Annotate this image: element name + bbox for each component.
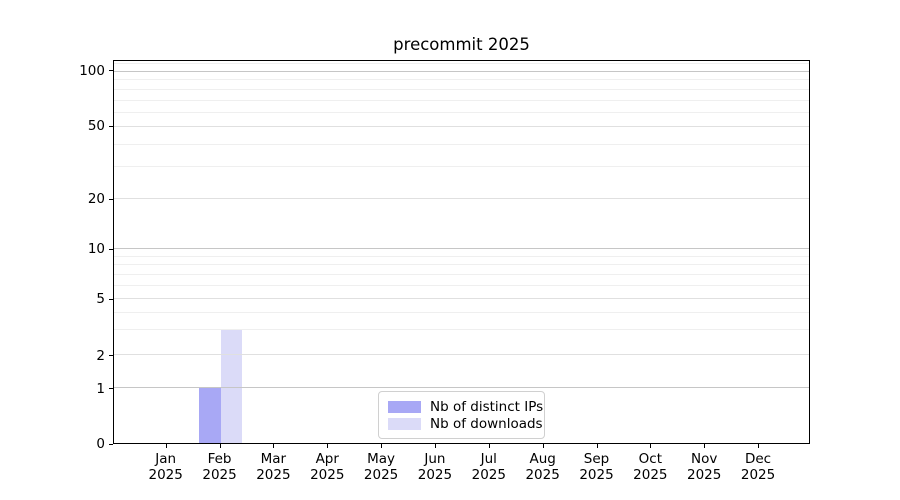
y-axis-tick-label: 100 bbox=[79, 62, 105, 79]
x-axis-tick-label: Dec 2025 bbox=[726, 451, 790, 483]
x-axis-tick bbox=[758, 444, 760, 448]
legend-swatch-nb-of-downloads bbox=[388, 417, 421, 430]
gridline-minor bbox=[114, 273, 809, 275]
x-axis-year: 2025 bbox=[525, 467, 560, 483]
x-axis-year: 2025 bbox=[633, 467, 668, 483]
x-axis-tick bbox=[650, 444, 652, 448]
x-axis-tick bbox=[327, 444, 329, 448]
x-axis-month: Dec bbox=[744, 451, 772, 467]
x-axis-tick-label: Sep 2025 bbox=[565, 451, 629, 483]
x-axis-tick bbox=[596, 444, 598, 448]
x-axis-tick bbox=[381, 444, 383, 448]
gridline-major bbox=[114, 248, 809, 250]
x-axis-year: 2025 bbox=[579, 467, 614, 483]
y-axis-tick bbox=[109, 388, 113, 389]
gridline-minor bbox=[114, 112, 809, 114]
x-axis-tick-label: Oct 2025 bbox=[618, 451, 682, 483]
x-axis-tick bbox=[219, 444, 221, 448]
gridline-major bbox=[114, 198, 809, 200]
gridline-minor bbox=[114, 284, 809, 286]
gridline-minor bbox=[114, 264, 809, 266]
x-axis-month: Feb bbox=[207, 451, 232, 467]
x-axis-month: Sep bbox=[583, 451, 610, 467]
legend: Nb of distinct IPs Nb of downloads bbox=[378, 391, 545, 439]
legend-row: Nb of distinct IPs bbox=[388, 398, 543, 415]
legend-row: Nb of downloads bbox=[388, 415, 543, 432]
y-axis-tick-label: 20 bbox=[87, 191, 105, 207]
x-axis-year: 2025 bbox=[256, 467, 291, 483]
x-axis-year: 2025 bbox=[687, 467, 722, 483]
x-axis-year: 2025 bbox=[310, 467, 345, 483]
x-axis-year: 2025 bbox=[202, 467, 237, 483]
gridline-minor bbox=[114, 166, 809, 168]
legend-label-nb-of-distinct-ips: Nb of distinct IPs bbox=[430, 398, 544, 415]
x-axis-month: Apr bbox=[315, 451, 339, 467]
x-axis-tick-label: Jul 2025 bbox=[457, 451, 521, 483]
gridline-minor bbox=[114, 88, 809, 90]
x-axis-tick bbox=[273, 444, 275, 448]
x-axis-tick-label: Aug 2025 bbox=[511, 451, 575, 483]
x-axis-month: Jun bbox=[424, 451, 446, 467]
x-axis-tick bbox=[434, 444, 436, 448]
x-axis-tick bbox=[488, 444, 490, 448]
gridline-major bbox=[114, 354, 809, 356]
x-axis-month: Jan bbox=[155, 451, 177, 467]
x-axis-year: 2025 bbox=[740, 467, 776, 483]
x-axis-month: Aug bbox=[529, 451, 556, 467]
x-axis-month: Oct bbox=[638, 451, 663, 467]
x-axis-tick bbox=[165, 444, 167, 448]
y-axis-tick bbox=[109, 70, 113, 72]
x-axis-year: 2025 bbox=[148, 467, 183, 483]
x-axis-tick-label: Mar 2025 bbox=[241, 451, 305, 483]
gridline-minor bbox=[114, 99, 809, 101]
x-axis-year: 2025 bbox=[471, 467, 506, 483]
x-axis-month: Jul bbox=[480, 451, 497, 467]
x-axis-month: May bbox=[367, 451, 396, 467]
x-axis-year: 2025 bbox=[417, 467, 453, 483]
legend-swatch-nb-of-distinct-ips bbox=[388, 400, 421, 413]
x-axis-month: Mar bbox=[260, 451, 287, 467]
y-axis-tick bbox=[109, 443, 113, 445]
gridline-major bbox=[114, 70, 809, 72]
y-axis-tick-label: 1 bbox=[96, 380, 105, 397]
chart-title: precommit 2025 bbox=[393, 35, 530, 54]
gridline-major bbox=[114, 386, 809, 388]
y-axis-tick-label: 2 bbox=[96, 347, 105, 364]
y-axis-tick bbox=[109, 125, 113, 127]
y-axis-tick-label: 50 bbox=[87, 118, 105, 135]
gridline-minor bbox=[114, 311, 809, 313]
x-axis-tick-label: May 2025 bbox=[349, 451, 413, 483]
x-axis-tick-label: Apr 2025 bbox=[295, 451, 359, 483]
y-axis-tick-label: 0 bbox=[96, 436, 105, 452]
gridline-minor bbox=[114, 255, 809, 257]
y-axis-tick bbox=[109, 298, 113, 300]
gridline-minor bbox=[114, 143, 809, 145]
x-axis-tick-label: Nov 2025 bbox=[672, 451, 736, 483]
y-axis-tick bbox=[109, 355, 113, 357]
y-axis-tick-label: 10 bbox=[87, 241, 105, 257]
x-axis-tick bbox=[704, 444, 706, 448]
plot-area bbox=[113, 60, 810, 444]
bar-nb-of-downloads bbox=[220, 330, 243, 443]
gridline-minor bbox=[114, 329, 809, 331]
gridline-major bbox=[114, 125, 809, 127]
y-axis-tick bbox=[109, 248, 113, 250]
x-axis-tick bbox=[542, 444, 544, 448]
y-axis-tick-label: 5 bbox=[96, 291, 105, 307]
x-axis-year: 2025 bbox=[363, 467, 399, 483]
x-axis-tick-label: Feb 2025 bbox=[188, 451, 252, 483]
bar-nb-of-distinct-ips bbox=[199, 387, 221, 443]
gridline-minor bbox=[114, 79, 809, 81]
gridline-major bbox=[114, 297, 809, 299]
y-axis-tick bbox=[109, 198, 113, 200]
x-axis-month: Nov bbox=[691, 451, 718, 467]
legend-label-nb-of-downloads: Nb of downloads bbox=[430, 415, 543, 432]
x-axis-tick-label: Jan 2025 bbox=[134, 451, 198, 483]
gridline-minor bbox=[114, 63, 809, 65]
x-axis-tick-label: Jun 2025 bbox=[403, 451, 467, 483]
